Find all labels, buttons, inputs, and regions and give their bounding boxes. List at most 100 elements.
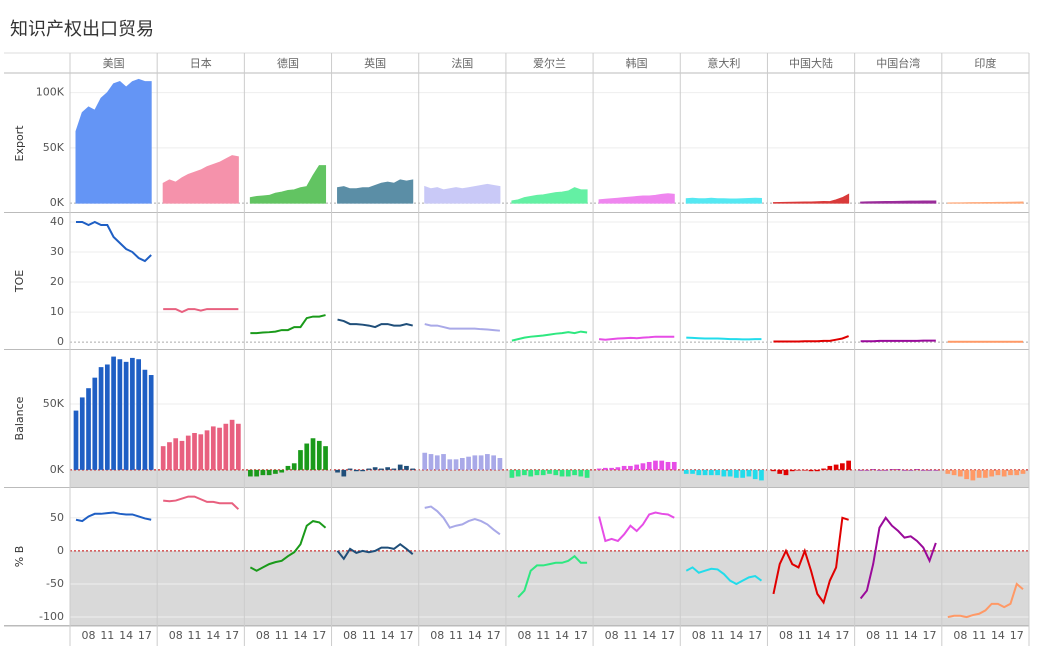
bar [609, 467, 614, 470]
y-tick-label: 40 [50, 215, 64, 228]
bar [472, 455, 478, 470]
bar [160, 446, 166, 470]
y-tick-label: -100 [39, 610, 64, 623]
bar [167, 442, 172, 470]
bar [136, 359, 142, 470]
bar [192, 432, 197, 470]
bar [771, 469, 776, 472]
bar [920, 469, 926, 471]
y-tick-label: 100K [36, 86, 65, 99]
bar [864, 469, 870, 471]
bar [1008, 469, 1013, 476]
bar [379, 468, 384, 470]
bar [447, 459, 453, 470]
bar [478, 455, 484, 470]
bar [248, 469, 253, 477]
bar [995, 469, 1001, 476]
area [772, 193, 850, 204]
bar [783, 469, 789, 476]
x-tick-label: 08 [692, 629, 706, 642]
bar [621, 465, 627, 470]
bar [840, 463, 845, 470]
bar [198, 434, 204, 470]
x-tick-label: 14 [119, 629, 133, 642]
negative-shade [70, 469, 1029, 487]
column-header: 爱尔兰 [533, 57, 566, 70]
y-axis-label: Export [13, 125, 26, 162]
bar [883, 469, 889, 471]
bar [553, 469, 559, 476]
bar [740, 469, 746, 478]
bar [615, 467, 621, 470]
area [947, 201, 1024, 204]
column-header: 日本 [190, 56, 212, 70]
y-tick-label: 0K [50, 196, 65, 209]
line [336, 543, 414, 561]
x-tick-label: 17 [312, 629, 326, 642]
bar [671, 461, 677, 470]
x-tick-label: 14 [555, 629, 569, 642]
x-tick-label: 08 [82, 629, 96, 642]
y-tick-label: -50 [46, 577, 64, 590]
line [511, 330, 588, 342]
y-tick-label: 0 [57, 544, 64, 557]
y-tick-label: 50K [43, 141, 65, 154]
x-tick-label: 11 [100, 629, 114, 642]
column-header: 意大利 [707, 56, 740, 70]
bar [734, 469, 739, 478]
bar [578, 469, 584, 477]
x-tick-label: 14 [904, 629, 918, 642]
line [163, 495, 240, 510]
x-tick-label: 08 [605, 629, 619, 642]
bar [702, 469, 708, 476]
bar [291, 463, 297, 470]
bar [715, 469, 720, 476]
bar [846, 460, 851, 470]
bar [98, 367, 104, 470]
bar [1020, 469, 1026, 474]
bar [1001, 469, 1007, 477]
bar [366, 468, 372, 470]
area [337, 179, 414, 204]
bar [858, 469, 863, 471]
bar [690, 469, 695, 474]
bar [522, 469, 527, 476]
bar [827, 465, 833, 470]
bar [696, 469, 702, 476]
x-tick-label: 11 [188, 629, 202, 642]
bar [142, 369, 148, 470]
bar [285, 465, 291, 470]
line [163, 308, 239, 314]
x-tick-label: 17 [399, 629, 413, 642]
area [424, 183, 501, 204]
chart-title: 知识产权出口贸易 [10, 19, 154, 40]
x-tick-label: 17 [748, 629, 762, 642]
bar [596, 468, 602, 470]
line [249, 520, 327, 572]
bar [1014, 469, 1020, 476]
x-tick-label: 14 [293, 629, 307, 642]
x-tick-label: 11 [623, 629, 637, 642]
y-axis-label: % B [13, 546, 26, 568]
line [686, 336, 762, 341]
bar [634, 464, 640, 470]
column-header: 英国 [364, 56, 386, 70]
bar [428, 454, 434, 470]
x-tick-label: 14 [991, 629, 1005, 642]
y-tick-label: 50 [50, 511, 64, 524]
line [859, 516, 937, 600]
bar [653, 460, 658, 470]
x-tick-label: 17 [487, 629, 501, 642]
x-tick-label: 11 [798, 629, 812, 642]
y-tick-label: 20 [50, 275, 64, 288]
x-tick-label: 08 [430, 629, 444, 642]
line [337, 318, 413, 329]
x-tick-label: 08 [953, 629, 967, 642]
x-tick-label: 14 [642, 629, 656, 642]
column-header: 中国大陆 [789, 56, 833, 70]
bar [485, 454, 490, 470]
x-tick-label: 08 [517, 629, 531, 642]
x-tick-label: 14 [817, 629, 831, 642]
bar [397, 464, 403, 470]
